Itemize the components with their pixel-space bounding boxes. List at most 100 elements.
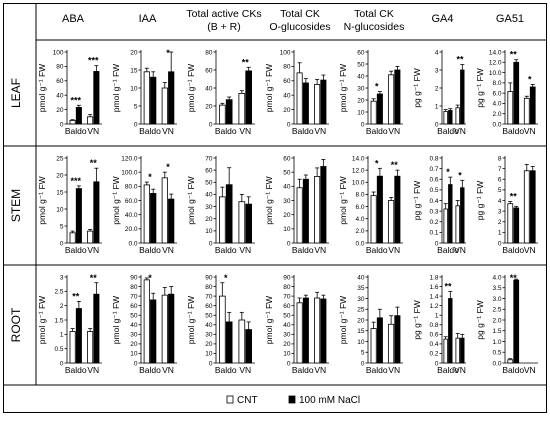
bar-cnt — [238, 201, 246, 244]
y-tick-label: 60 — [205, 167, 213, 174]
bar-nacl — [93, 181, 100, 244]
y-tick-label: 120.0 — [121, 155, 138, 162]
y-tick-label: 100 — [280, 49, 291, 56]
bar-cnt — [443, 111, 448, 125]
y-tick-label: 0.0 — [492, 121, 501, 128]
bar-cnt — [388, 323, 395, 364]
y-tick-label: 50 — [130, 313, 138, 320]
row-label: ROOT — [9, 307, 23, 342]
bar-cnt — [507, 359, 514, 364]
column-subtitle: (B + R) — [207, 21, 241, 33]
y-tick-label: 40 — [283, 184, 291, 191]
bar-cnt — [455, 337, 460, 364]
y-tick-label: 0.5 — [429, 187, 438, 194]
chart-panel: pmol g⁻¹ FW 0 20 40 60 80 100 Baldo VN — [264, 49, 329, 136]
x-tick-label: VN — [524, 126, 536, 136]
y-tick-label: 60 — [130, 303, 138, 310]
y-tick-label: 0 — [209, 240, 213, 247]
significance-marker: ** — [510, 273, 518, 283]
chart-panel: pmol g⁻¹ FW 0 10 20 30 40 50 60 70 80 90 Baldo * VN — [111, 273, 177, 375]
x-tick-label: VN — [524, 365, 536, 375]
x-tick-label: Baldo — [215, 126, 237, 136]
bar-nacl — [460, 187, 465, 244]
x-tick-label: Baldo — [292, 126, 314, 136]
bar-cnt — [218, 295, 226, 364]
chart-panels: pmol g⁻¹ FW020406080100Baldo***VN***pmol… — [37, 48, 538, 375]
x-tick-label: VN — [87, 245, 99, 255]
y-tick-label: 50 — [283, 313, 291, 320]
bar-nacl — [320, 298, 327, 364]
y-tick-label: 12.0 — [352, 167, 365, 174]
y-tick-label: 1.6 — [429, 284, 438, 291]
bar-nacl — [93, 293, 100, 364]
y-tick-label: 0 — [435, 240, 439, 247]
y-tick-label: 40 — [357, 73, 365, 80]
bar-nacl — [225, 321, 233, 364]
bar-nacl — [460, 337, 465, 364]
y-tick-label: 3 — [435, 67, 439, 74]
y-tick-label: 2.5 — [492, 307, 501, 314]
y-tick-label: 0 — [361, 360, 365, 367]
bar-cnt — [314, 297, 321, 364]
y-tick-label: 90 — [205, 274, 213, 281]
x-tick-label: Baldo — [502, 126, 524, 136]
significance-marker: ** — [510, 192, 518, 202]
y-tick-label: 20 — [205, 341, 213, 348]
x-tick-label: Baldo — [65, 126, 87, 136]
bar-cnt — [455, 205, 460, 244]
x-tick-label: VN — [314, 126, 326, 136]
bar-cnt — [238, 93, 246, 125]
y-axis-label: pg g⁻¹ FW — [475, 68, 485, 107]
chart-panel: pmol g⁻¹ FW 0.0 2.0 4.0 6.0 8.0 10.0 12.0 14.0 Ba… — [338, 155, 403, 255]
bar-cnt — [218, 196, 226, 244]
y-tick-label: 60.0 — [125, 198, 138, 205]
bar-nacl — [93, 71, 100, 125]
y-tick-label: 20 — [357, 97, 365, 104]
x-tick-label: VN — [454, 245, 466, 255]
significance-marker: *** — [70, 176, 81, 186]
y-axis-label: pmol g⁻¹ FW — [264, 296, 274, 344]
bar-nacl — [394, 175, 401, 244]
y-tick-label: 40 — [283, 322, 291, 329]
bar-nacl — [150, 299, 157, 364]
y-tick-label: 1.5 — [54, 317, 63, 324]
y-tick-label: 0.0 — [128, 240, 137, 247]
y-tick-label: 30 — [205, 204, 213, 211]
y-tick-label: 5 — [498, 187, 502, 194]
bar-nacl — [302, 297, 309, 364]
row-label: LEAF — [9, 78, 23, 108]
x-tick-label: Baldo — [292, 365, 314, 375]
bar-cnt — [69, 120, 76, 125]
chart-panel: pmol g⁻¹ FW 0 10 20 30 40 50 60 70 80 90 Baldo VN — [264, 274, 329, 375]
y-tick-label: 50 — [205, 180, 213, 187]
y-tick-label: 2 — [435, 85, 439, 92]
y-axis-label: pmol g⁻¹ FW — [111, 64, 121, 112]
y-tick-label: 80 — [205, 284, 213, 291]
y-tick-label: 30 — [283, 332, 291, 339]
y-tick-label: 80 — [56, 64, 64, 71]
bar-cnt — [238, 319, 246, 364]
y-tick-label: 10 — [357, 339, 365, 346]
y-tick-label: 0 — [361, 121, 365, 128]
column-subtitle: O-glucosides — [269, 21, 330, 33]
column-title: Total active CKs — [186, 8, 261, 20]
x-tick-label: VN — [162, 126, 174, 136]
bar-nacl — [245, 329, 252, 364]
y-tick-label: 90 — [130, 274, 138, 281]
bar-nacl — [448, 184, 453, 244]
y-tick-label: 3.0 — [492, 296, 501, 303]
y-tick-label: 0.2 — [429, 351, 438, 358]
y-tick-label: 10 — [283, 351, 291, 358]
y-tick-label: 10 — [357, 109, 365, 116]
significance-marker: ** — [444, 281, 452, 291]
y-tick-label: 0.5 — [54, 346, 63, 353]
bar-nacl — [376, 175, 383, 244]
bar-nacl — [376, 93, 383, 125]
y-tick-label: 10 — [283, 226, 291, 233]
chart-panel: pmol g⁻¹ FW 0.0 20.0 40.0 60.0 80.0 100.0 120.0… — [111, 155, 177, 255]
y-axis-label: pmol g⁻¹ FW — [37, 296, 47, 344]
y-tick-label: 35 — [357, 285, 365, 292]
y-tick-label: 10 — [205, 351, 213, 358]
y-tick-label: 4.0 — [492, 274, 501, 281]
